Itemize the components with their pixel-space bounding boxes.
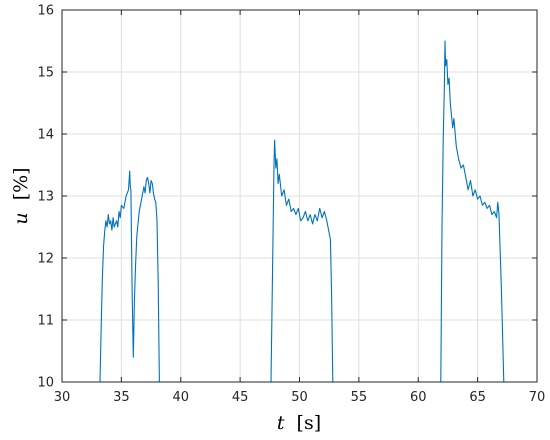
y-tick-label: 12 bbox=[37, 252, 54, 267]
x-tick-label: 35 bbox=[113, 390, 130, 405]
data-series bbox=[99, 40, 505, 383]
series-line-segment bbox=[99, 170, 160, 383]
x-tick-label: 60 bbox=[410, 390, 427, 405]
y-axis-label: u [%] bbox=[10, 167, 32, 224]
series-line-segment bbox=[270, 139, 334, 383]
series-line-segment bbox=[440, 40, 505, 383]
y-axis-unit: [%] bbox=[10, 167, 32, 200]
x-tick-label: 65 bbox=[469, 390, 486, 405]
y-tick-label: 15 bbox=[37, 66, 54, 81]
x-axis-variable: t bbox=[277, 412, 285, 434]
axis-ticks bbox=[61, 9, 538, 383]
y-tick-label: 11 bbox=[37, 314, 54, 329]
x-axis-label: t [s] bbox=[277, 412, 321, 434]
x-tick-label: 30 bbox=[54, 390, 71, 405]
x-tick-label: 40 bbox=[172, 390, 189, 405]
x-axis-unit: [s] bbox=[297, 412, 322, 434]
y-tick-label: 13 bbox=[37, 190, 54, 205]
x-tick-label: 45 bbox=[232, 390, 249, 405]
x-tick-label: 70 bbox=[529, 390, 546, 405]
x-tick-label: 50 bbox=[291, 390, 308, 405]
grid-lines bbox=[62, 10, 537, 382]
y-tick-label: 16 bbox=[37, 4, 54, 19]
y-tick-label: 14 bbox=[37, 128, 54, 143]
y-tick-labels: 10 11 12 13 14 15 16 bbox=[37, 4, 54, 391]
x-tick-label: 55 bbox=[351, 390, 368, 405]
x-tick-labels: 30 35 40 45 50 55 60 65 70 bbox=[54, 390, 546, 405]
y-axis-variable: u bbox=[10, 212, 32, 224]
y-tick-label: 10 bbox=[37, 376, 54, 391]
